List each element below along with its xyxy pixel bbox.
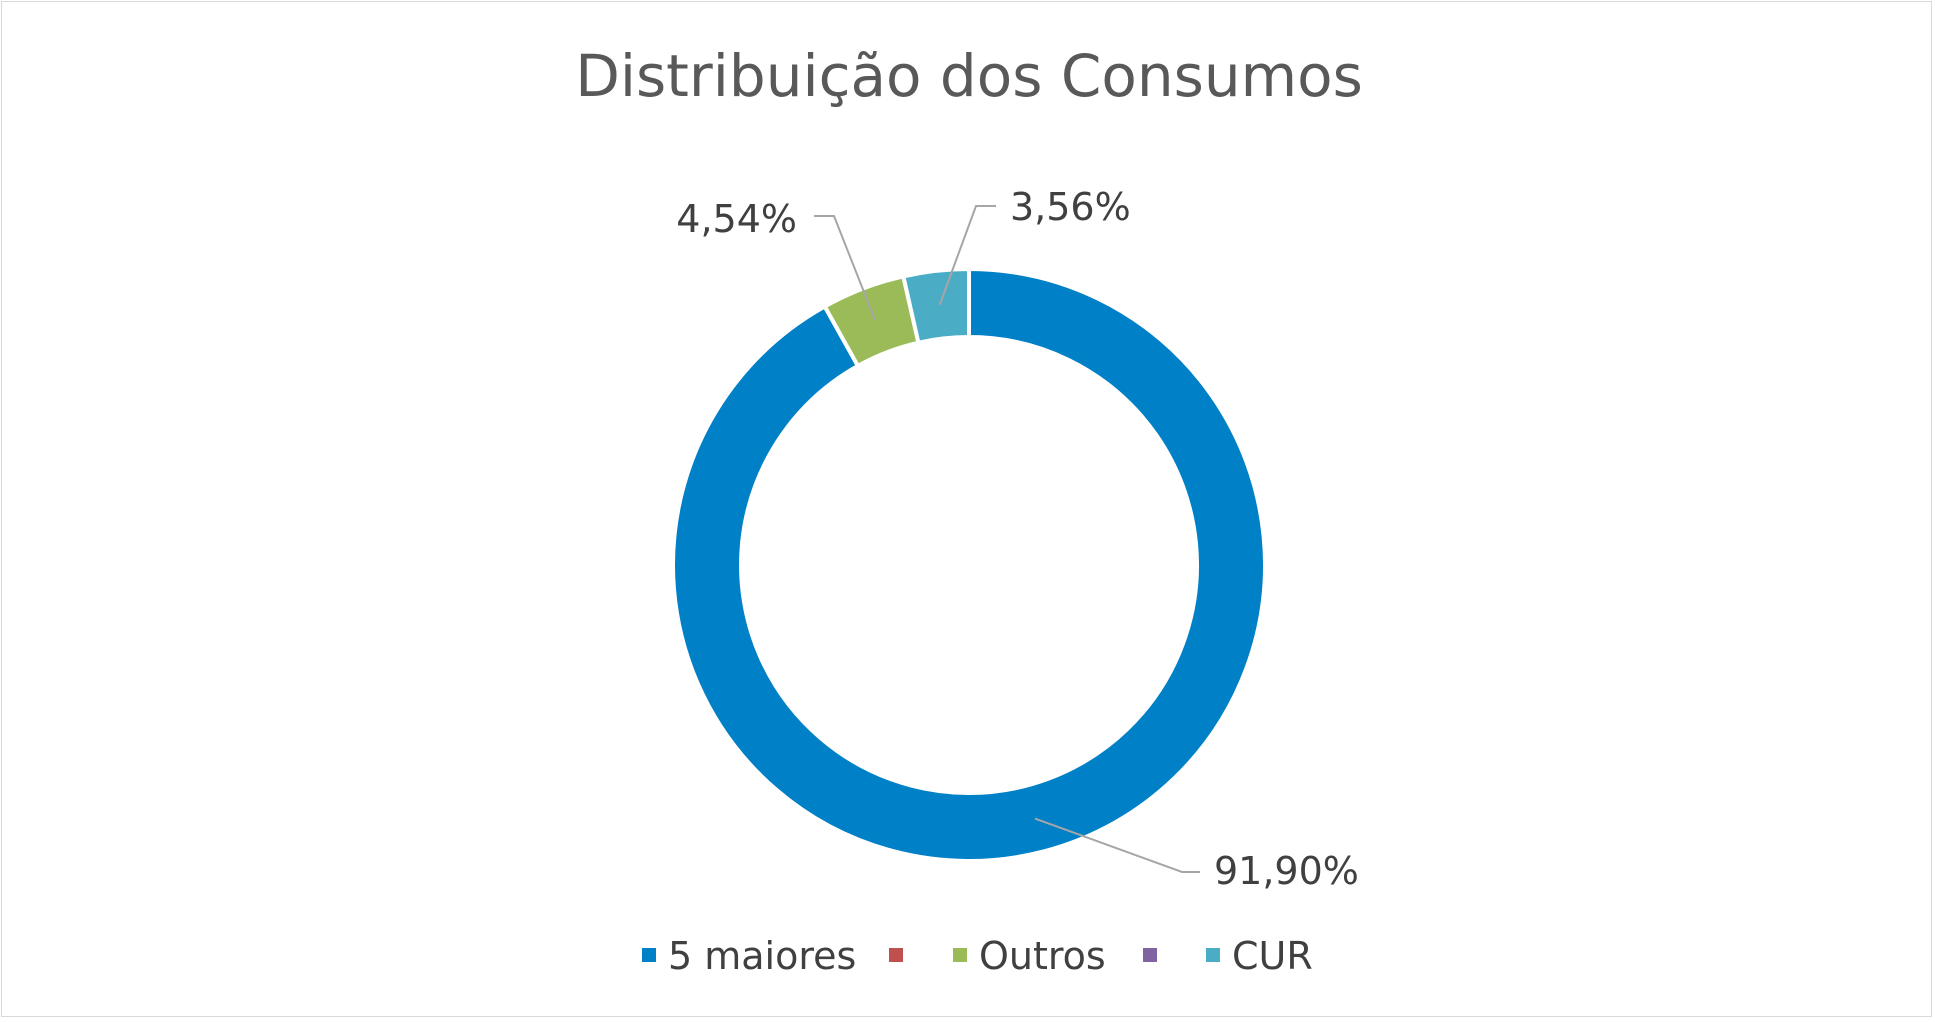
legend: 5 maiores Outros CUR [642, 934, 1313, 978]
legend-swatch-cur [1206, 948, 1220, 962]
leader-line-5-maiores [1034, 817, 1200, 873]
legend-label-5-maiores: 5 maiores [668, 934, 856, 978]
leader-line-cur [938, 205, 996, 305]
donut-slice-5-maiores [671, 266, 1267, 863]
legend-label-cur: CUR [1232, 934, 1313, 978]
chart-title: Distribuição dos Consumos [575, 42, 1363, 110]
legend-label-outros: Outros [979, 934, 1106, 978]
data-label-5-maiores: 91,90% [1214, 849, 1359, 893]
label-leader-lines [814, 205, 1200, 873]
data-labels: 91,90% 4,54% 3,56% [676, 185, 1359, 893]
legend-swatch-series-4 [1143, 948, 1157, 962]
legend-swatch-series-2 [889, 948, 903, 962]
data-label-cur: 3,56% [1010, 185, 1131, 229]
legend-swatch-outros [953, 948, 967, 962]
leader-line-outros [814, 215, 877, 321]
data-label-outros: 4,54% [676, 197, 797, 241]
legend-swatch-5-maiores [642, 948, 656, 962]
donut-slices [671, 266, 1267, 863]
donut-slice-cur [900, 266, 971, 346]
